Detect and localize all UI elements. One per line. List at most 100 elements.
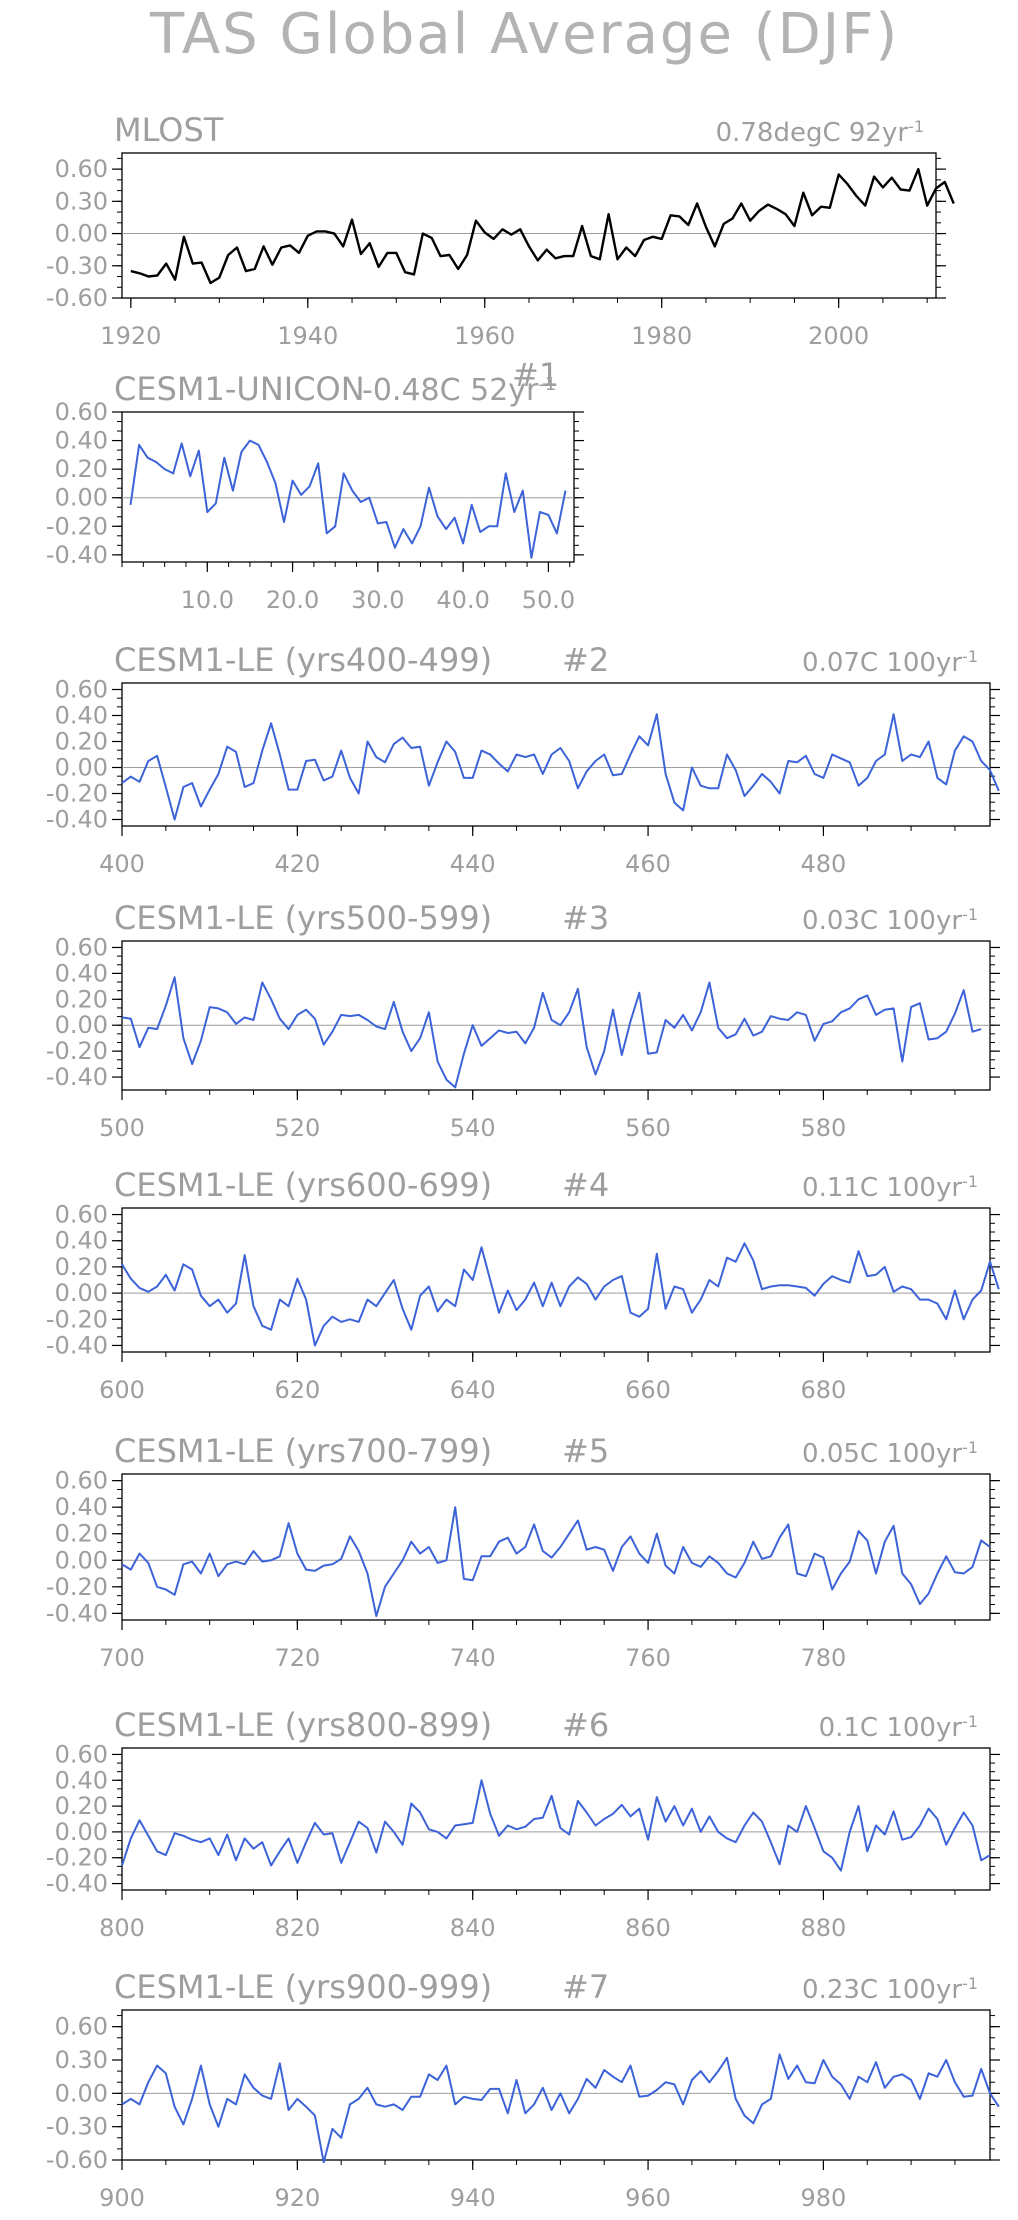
y-tick-label: 0.00 [55,1546,108,1574]
y-tick-label: 0.00 [55,220,108,248]
panel-title: CESM1-LE (yrs500-599) [114,899,492,937]
series-line [130,167,955,285]
y-tick-label: 0.00 [55,754,108,782]
panel-number: #1 [512,356,559,394]
y-tick-label: 0.40 [55,1766,108,1794]
y-tick-label: 0.40 [55,1493,108,1521]
y-tick-label: 0.20 [55,1253,108,1281]
panel-title: CESM1-LE (yrs900-999) [114,1968,492,2006]
y-tick-label: 0.00 [55,484,108,512]
y-tick-label: -0.40 [46,1331,108,1359]
y-tick-label: 0.60 [55,2013,108,2041]
panel-number: #7 [562,1968,609,2006]
y-tick-label: 0.60 [55,1201,108,1229]
y-tick-label: 0.40 [55,427,108,455]
y-tick-label: -0.20 [46,1305,108,1333]
x-tick-label: 600 [99,1376,145,1404]
panel-6: CESM1-LE (yrs700-799) #5 0.05C 100yr-1 -0.4… [46,1432,1000,1672]
panel-title: CESM1-LE (yrs600-699) [114,1166,492,1204]
series-line [121,713,1000,821]
y-tick-label: -0.20 [46,1844,108,1872]
y-tick-label: -0.60 [46,2146,108,2174]
panel-4: CESM1-LE (yrs500-599) #3 0.03C 100yr-1 -0.4… [46,899,1000,1142]
x-tick-label: 820 [274,1914,320,1942]
trend-label: 0.11C 100yr-1 [802,1172,978,1204]
y-tick-label: 0.20 [55,985,108,1013]
x-tick-label: 880 [801,1914,847,1942]
y-tick-label: -0.60 [46,284,108,312]
x-tick-label: 30.0 [351,586,404,614]
y-tick-label: -0.20 [46,1573,108,1601]
y-tick-label: 0.40 [55,702,108,730]
x-tick-label: 660 [625,1376,671,1404]
x-tick-label: 20.0 [266,586,319,614]
y-tick-label: -0.20 [46,780,108,808]
y-tick-label: 0.20 [55,728,108,756]
y-tick-label: 0.20 [55,1792,108,1820]
x-tick-label: 920 [274,2184,320,2212]
x-tick-label: 1940 [277,322,338,350]
plot-frame [121,1747,991,1891]
x-tick-label: 1960 [454,322,515,350]
series-line [121,1506,991,1617]
panel-number: #6 [562,1706,609,1744]
series-line [121,1242,1000,1347]
x-tick-label: 680 [801,1376,847,1404]
x-tick-label: 840 [450,1914,496,1942]
plot-frame [121,940,991,1091]
plot-frame [121,1207,991,1353]
x-tick-label: 2000 [808,322,869,350]
y-tick-label: 0.60 [55,1467,108,1495]
x-tick-label: 50.0 [522,586,575,614]
y-tick-label: 0.60 [55,155,108,183]
x-tick-label: 440 [450,850,496,878]
y-tick-label: -0.30 [46,2113,108,2141]
panel-title: CESM1-LE (yrs400-499) [114,641,492,679]
trend-label: 0.07C 100yr-1 [802,647,978,679]
y-tick-label: -0.20 [46,512,108,540]
trend-label: 0.05C 100yr-1 [802,1438,978,1470]
x-tick-label: 540 [450,1114,496,1142]
figure-title: TAS Global Average (DJF) [150,2,900,67]
panel-title: CESM1-UNICON [114,370,365,408]
x-tick-label: 900 [99,2184,145,2212]
y-tick-label: 0.00 [55,1818,108,1846]
y-tick-label: -0.20 [46,1037,108,1065]
panel-title: CESM1-LE (yrs700-799) [114,1432,492,1470]
y-tick-label: 0.00 [55,1279,108,1307]
x-tick-label: 400 [99,850,145,878]
x-tick-label: 720 [274,1644,320,1672]
plot-frame [121,411,575,563]
x-tick-label: 1980 [631,322,692,350]
panel-title: MLOST [114,111,224,149]
y-tick-label: 0.30 [55,2046,108,2074]
y-tick-label: 0.60 [55,398,108,426]
series-line [121,1779,991,1872]
plot-frame [121,1473,991,1621]
y-tick-label: 0.40 [55,1227,108,1255]
x-tick-label: 420 [274,850,320,878]
trend-label: -0.48C 52yr-1 [362,373,556,408]
x-tick-label: 1920 [100,322,161,350]
x-tick-label: 640 [450,1376,496,1404]
panel-1: MLOST 0.78degC 92yr-1 -0.60 -0.30 0.00 0.30 0.… [46,111,955,350]
y-tick-label: -0.40 [46,1599,108,1627]
panel-number: #5 [562,1432,609,1470]
y-tick-label: 0.40 [55,959,108,987]
x-tick-label: 40.0 [436,586,489,614]
trend-label: 0.78degC 92yr-1 [716,117,924,149]
series-line [121,2053,1000,2164]
x-tick-label: 10.0 [181,586,234,614]
y-tick-label: -0.40 [46,1063,108,1091]
x-tick-label: 860 [625,1914,671,1942]
plot-frame [121,2009,991,2161]
x-tick-label: 460 [625,850,671,878]
y-tick-label: 0.30 [55,187,108,215]
trend-label: 0.23C 100yr-1 [802,1974,978,2006]
x-tick-label: 500 [99,1114,145,1142]
panel-7: CESM1-LE (yrs800-899) #6 0.1C 100yr-1 -0.40… [46,1706,1000,1942]
trend-label: 0.03C 100yr-1 [802,905,978,937]
x-tick-label: 740 [450,1644,496,1672]
